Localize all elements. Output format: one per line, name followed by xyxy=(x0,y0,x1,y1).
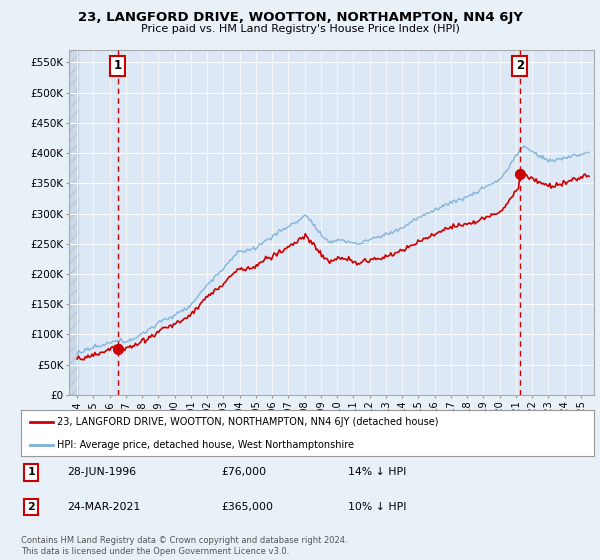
Text: 24-MAR-2021: 24-MAR-2021 xyxy=(67,502,140,512)
Text: 1: 1 xyxy=(113,59,122,72)
Text: 2: 2 xyxy=(28,502,35,512)
Text: 28-JUN-1996: 28-JUN-1996 xyxy=(67,468,136,478)
Text: 2: 2 xyxy=(515,59,524,72)
Text: 23, LANGFORD DRIVE, WOOTTON, NORTHAMPTON, NN4 6JY (detached house): 23, LANGFORD DRIVE, WOOTTON, NORTHAMPTON… xyxy=(57,417,439,427)
Text: 14% ↓ HPI: 14% ↓ HPI xyxy=(347,468,406,478)
Text: HPI: Average price, detached house, West Northamptonshire: HPI: Average price, detached house, West… xyxy=(57,440,354,450)
Bar xyxy=(69,50,79,395)
Text: Contains HM Land Registry data © Crown copyright and database right 2024.
This d: Contains HM Land Registry data © Crown c… xyxy=(21,536,347,556)
Text: 10% ↓ HPI: 10% ↓ HPI xyxy=(347,502,406,512)
Text: £76,000: £76,000 xyxy=(221,468,266,478)
Text: £365,000: £365,000 xyxy=(221,502,274,512)
Text: 1: 1 xyxy=(28,468,35,478)
Text: Price paid vs. HM Land Registry's House Price Index (HPI): Price paid vs. HM Land Registry's House … xyxy=(140,24,460,34)
Text: 23, LANGFORD DRIVE, WOOTTON, NORTHAMPTON, NN4 6JY: 23, LANGFORD DRIVE, WOOTTON, NORTHAMPTON… xyxy=(77,11,523,24)
